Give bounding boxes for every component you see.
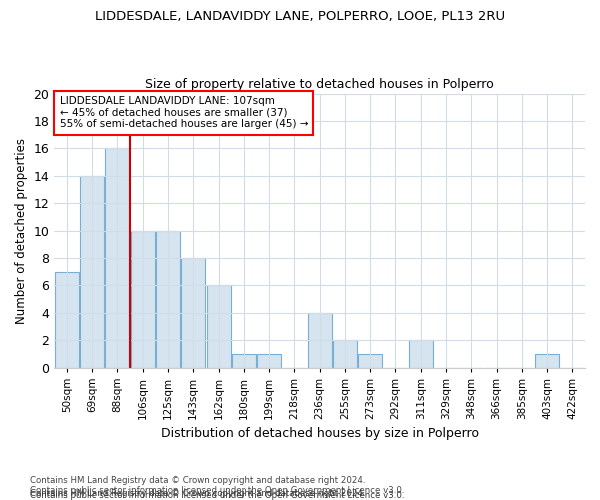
Title: Size of property relative to detached houses in Polperro: Size of property relative to detached ho… [145,78,494,91]
Bar [257,354,281,368]
Bar [535,354,559,368]
Bar [131,230,155,368]
Y-axis label: Number of detached properties: Number of detached properties [15,138,28,324]
Bar [156,230,180,368]
Bar [409,340,433,367]
Bar [181,258,205,368]
Bar [106,148,130,368]
Bar [80,176,104,368]
Text: Contains public sector information licensed under the Open Government Licence v3: Contains public sector information licen… [30,491,404,500]
Bar [55,272,79,368]
Bar [232,354,256,368]
Bar [206,286,230,368]
Bar [308,312,332,368]
Bar [333,340,357,367]
Text: LIDDESDALE, LANDAVIDDY LANE, POLPERRO, LOOE, PL13 2RU: LIDDESDALE, LANDAVIDDY LANE, POLPERRO, L… [95,10,505,23]
Text: Contains public sector information licensed under the Open Government Licence v3: Contains public sector information licen… [30,486,404,495]
Bar [358,354,382,368]
X-axis label: Distribution of detached houses by size in Polperro: Distribution of detached houses by size … [161,427,479,440]
Text: LIDDESDALE LANDAVIDDY LANE: 107sqm
← 45% of detached houses are smaller (37)
55%: LIDDESDALE LANDAVIDDY LANE: 107sqm ← 45%… [59,96,308,130]
Text: Contains HM Land Registry data © Crown copyright and database right 2024.: Contains HM Land Registry data © Crown c… [30,476,365,485]
Text: Contains HM Land Registry data © Crown copyright and database right 2024.: Contains HM Land Registry data © Crown c… [30,488,365,498]
